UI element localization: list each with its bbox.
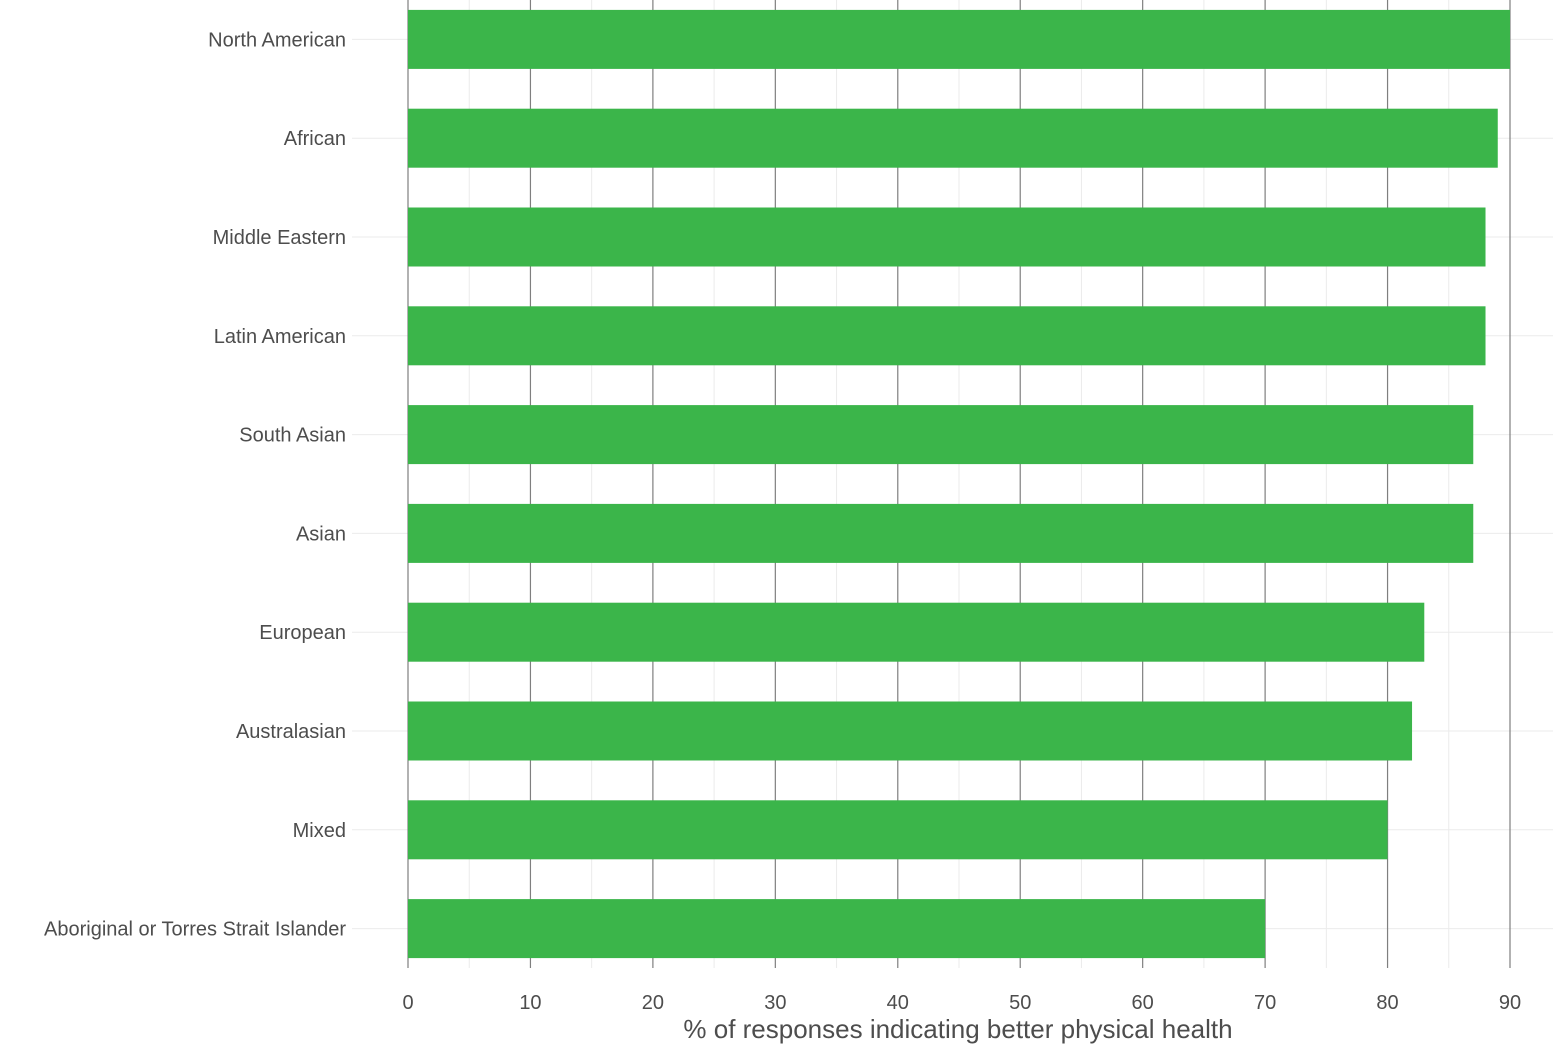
x-tick-label: 50 (1009, 992, 1031, 1014)
bar (408, 405, 1474, 465)
category-label: Aboriginal or Torres Strait Islander (44, 919, 346, 941)
category-label: African (284, 128, 346, 150)
x-axis-title: % of responses indicating better physica… (683, 1014, 1232, 1044)
bar (408, 701, 1413, 761)
bar (408, 503, 1474, 563)
bar (408, 9, 1510, 69)
bar (408, 108, 1498, 168)
bar (408, 306, 1486, 366)
x-tick-label: 60 (1132, 992, 1154, 1014)
category-label: Latin American (214, 326, 346, 348)
category-label: Asian (296, 523, 346, 545)
x-tick-labels: 0 10 20 30 40 50 60 70 80 90 (402, 992, 1521, 1014)
category-label: European (259, 622, 346, 644)
category-label: Mixed (293, 820, 346, 842)
bars (408, 9, 1510, 959)
x-tick-label: 20 (642, 992, 664, 1014)
x-tick-label: 40 (887, 992, 909, 1014)
category-label: South Asian (239, 425, 346, 447)
bar (408, 800, 1388, 860)
x-tick-label: 10 (519, 992, 541, 1014)
category-label: Australasian (236, 721, 346, 743)
category-labels: North American African Middle Eastern Latin… (44, 29, 346, 940)
x-tick-label: 70 (1254, 992, 1276, 1014)
category-label: North American (208, 29, 346, 51)
bar (408, 602, 1425, 662)
bar (408, 207, 1486, 267)
x-tick-label: 30 (764, 992, 786, 1014)
x-tick-label: 80 (1376, 992, 1398, 1014)
category-label: Middle Eastern (213, 227, 346, 249)
x-tick-label: 0 (402, 992, 413, 1014)
bar (408, 899, 1266, 959)
x-tick-label: 90 (1499, 992, 1521, 1014)
